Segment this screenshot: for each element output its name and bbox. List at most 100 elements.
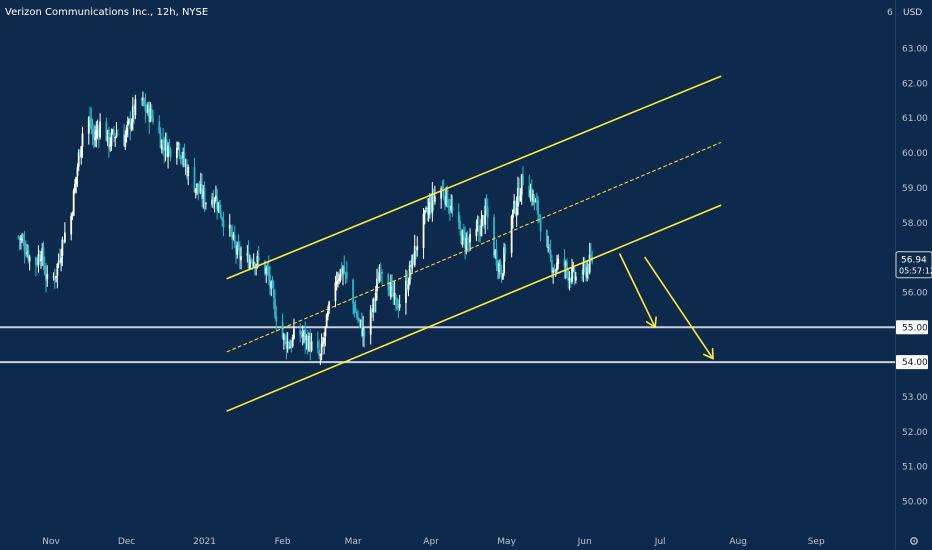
x-tick-label: May — [497, 537, 516, 547]
candle — [131, 97, 134, 131]
candle — [186, 159, 188, 180]
candle — [316, 331, 319, 354]
candle — [335, 271, 338, 291]
y-tick-label: 61.00 — [902, 114, 928, 124]
candle — [140, 97, 143, 106]
candle — [427, 198, 430, 222]
y-tick-label: 52.00 — [902, 428, 928, 438]
x-tick-label: Jun — [577, 537, 592, 547]
candle — [202, 184, 205, 209]
candle — [41, 242, 44, 267]
candle — [165, 132, 168, 158]
candle — [358, 317, 361, 329]
x-tick-label: Nov — [42, 537, 60, 547]
candle — [391, 274, 393, 297]
candle — [37, 245, 40, 273]
channel-upper-line[interactable] — [226, 75, 722, 280]
candle — [518, 177, 521, 204]
candle — [451, 195, 454, 217]
candle — [284, 334, 287, 345]
candle — [460, 228, 463, 245]
candle — [282, 332, 285, 350]
candle — [396, 297, 399, 310]
y-tick-label: 58.00 — [902, 219, 928, 229]
channel-mid-line[interactable] — [226, 142, 722, 353]
candle — [213, 196, 216, 213]
candle — [324, 325, 327, 347]
candle — [444, 195, 446, 211]
candle — [591, 250, 594, 265]
candle — [40, 250, 42, 269]
candle — [503, 242, 505, 276]
candle — [129, 111, 132, 141]
candle — [432, 188, 435, 211]
y-tick-label: 60.00 — [902, 149, 928, 159]
candle — [79, 149, 81, 158]
candle — [547, 235, 550, 253]
candle — [586, 261, 589, 282]
candle — [318, 339, 320, 360]
candle — [271, 276, 274, 289]
candle — [567, 269, 570, 289]
candle — [450, 194, 453, 214]
y-tick-label: 62.00 — [902, 79, 928, 89]
time-axis[interactable]: Nov Dec 2021 Feb Mar Apr May Jun Jul Aug Sep — [42, 537, 825, 547]
down-arrow-1[interactable] — [619, 253, 657, 329]
candle — [182, 147, 185, 168]
candle — [563, 249, 566, 279]
settings-icon[interactable] — [910, 537, 918, 545]
candle — [449, 198, 451, 221]
candle — [479, 224, 482, 243]
candle — [528, 174, 531, 197]
candle — [95, 121, 98, 148]
candle — [70, 212, 73, 241]
down-arrow-2[interactable] — [644, 256, 714, 360]
candle — [125, 124, 128, 143]
x-tick-label: Dec — [118, 537, 135, 547]
candle — [116, 129, 119, 136]
candle — [554, 268, 557, 277]
candle — [257, 246, 260, 268]
candle — [254, 262, 256, 276]
candle — [142, 91, 144, 107]
candle — [246, 245, 249, 263]
candle — [72, 188, 75, 216]
candle — [286, 332, 289, 353]
price-axis[interactable]: 63.0062.0061.0060.0059.0058.0057.0056.00… — [895, 45, 932, 508]
candle — [569, 277, 572, 288]
candle — [175, 141, 178, 165]
candle — [265, 265, 268, 284]
candle — [216, 188, 219, 220]
candle — [410, 260, 412, 280]
candle — [52, 272, 55, 281]
candle — [378, 264, 381, 283]
candle — [71, 211, 74, 221]
candle — [204, 201, 207, 210]
candle — [476, 215, 479, 232]
candle — [87, 116, 90, 145]
candle — [149, 102, 152, 123]
channel-lower-line[interactable] — [226, 204, 722, 412]
candle — [301, 325, 304, 346]
candle — [163, 136, 166, 164]
candle — [198, 180, 201, 194]
candle — [587, 264, 590, 280]
candle — [394, 294, 397, 312]
candle — [158, 115, 161, 134]
candle — [389, 274, 392, 300]
candle — [433, 185, 436, 205]
y-tick-label: 56.00 — [902, 288, 928, 298]
candle — [291, 334, 294, 348]
candle — [237, 234, 240, 252]
candle — [406, 270, 409, 293]
candle — [181, 151, 183, 166]
candlesticks — [17, 91, 594, 365]
candle — [114, 136, 117, 147]
candle — [538, 214, 541, 223]
candle — [337, 271, 339, 288]
candle — [464, 226, 466, 260]
x-tick-label: Apr — [423, 537, 439, 547]
candle — [426, 198, 429, 222]
candle — [247, 240, 250, 270]
